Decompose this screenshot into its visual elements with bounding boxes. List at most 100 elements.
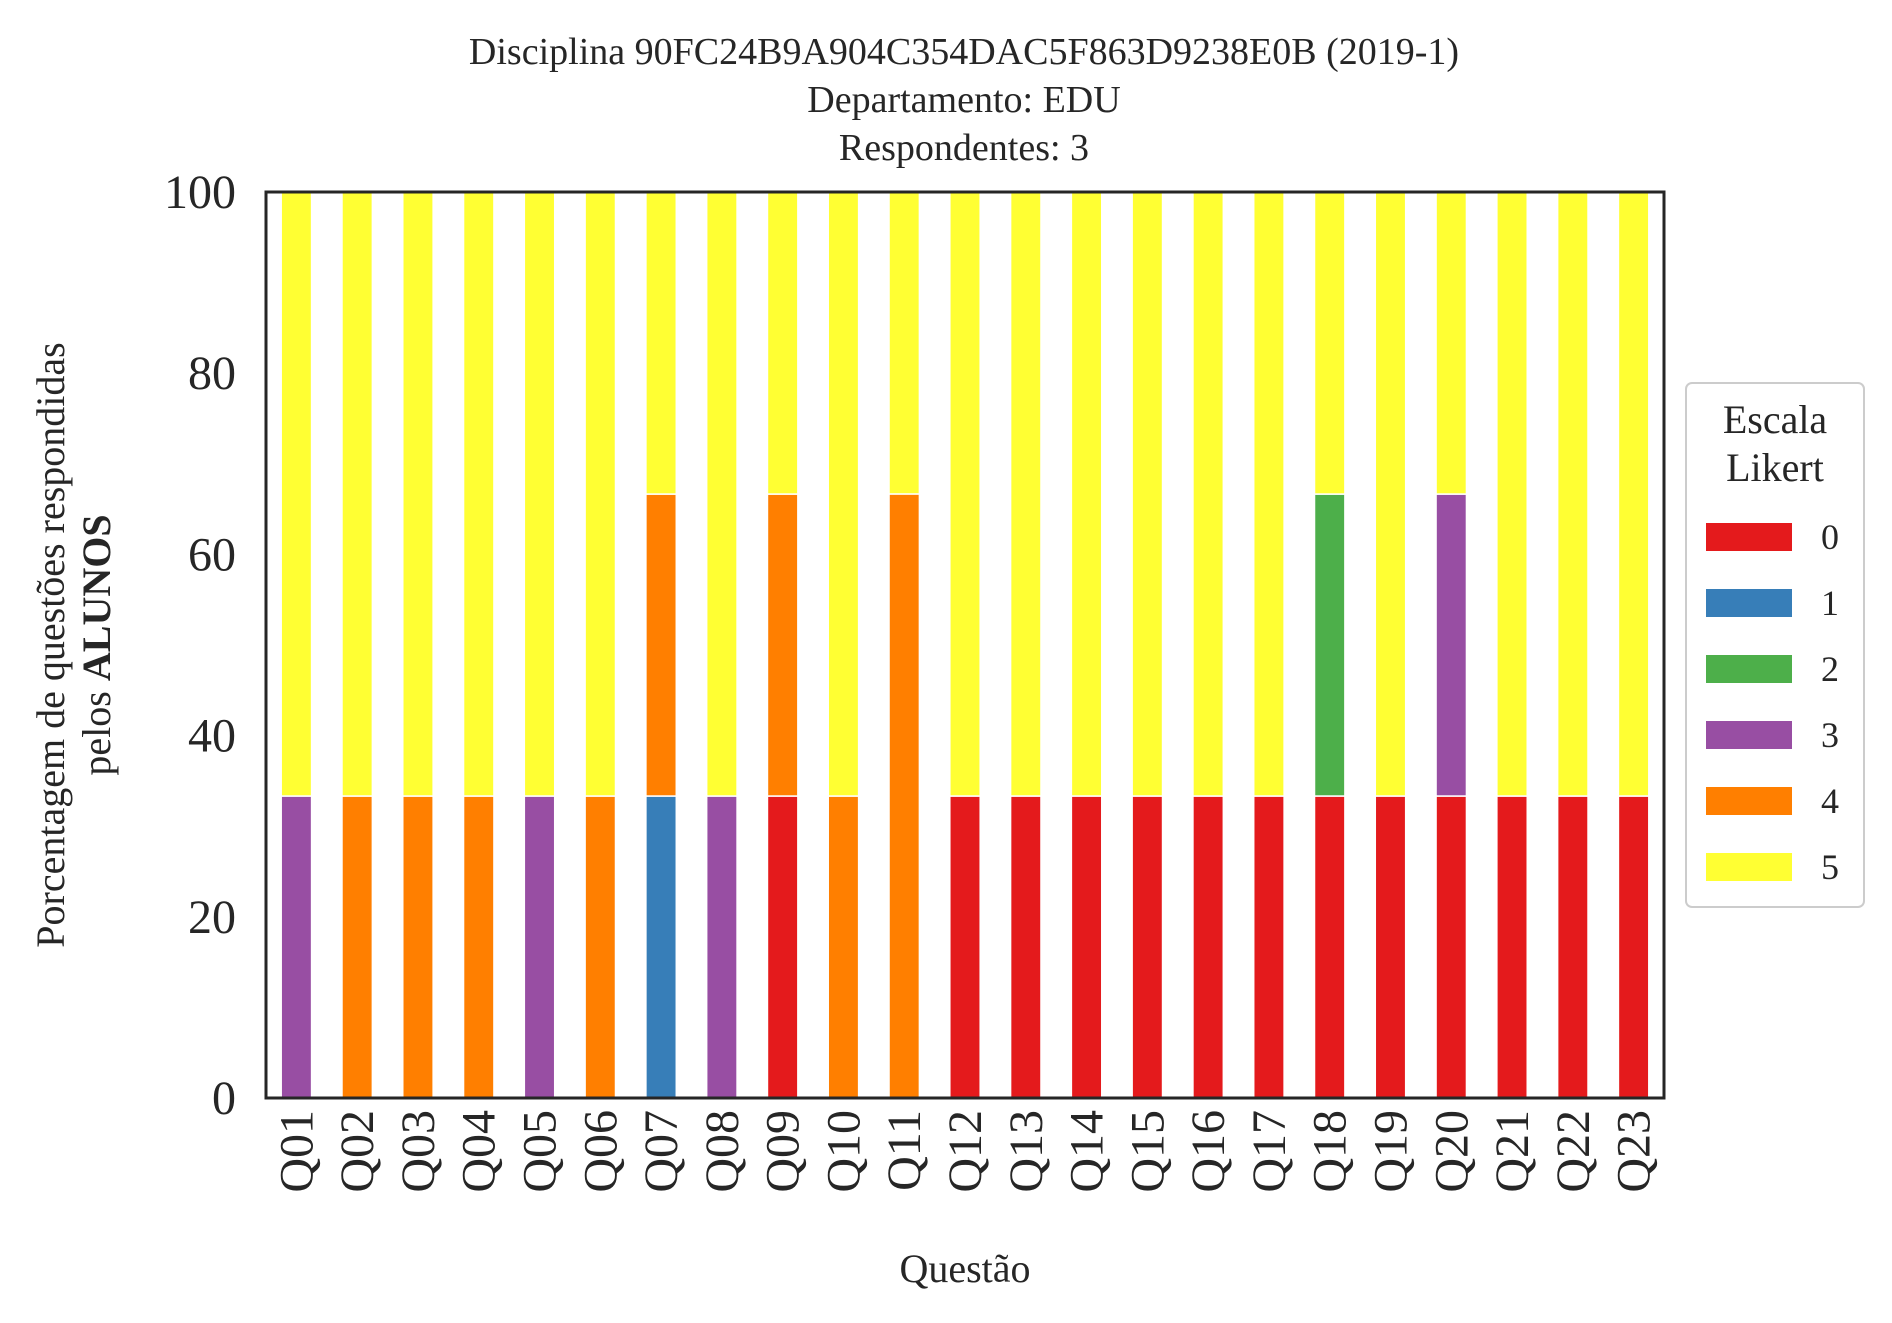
- bar-Q09-likert-5: [766, 191, 799, 495]
- bar-Q19-likert-0: [1374, 795, 1407, 1099]
- bar-Q23-likert-5: [1617, 191, 1650, 797]
- bar-Q17-likert-0: [1252, 795, 1285, 1099]
- bar-Q15-likert-0: [1131, 795, 1164, 1099]
- bar-Q08-likert-5: [705, 191, 738, 797]
- bar-Q14-likert-0: [1070, 795, 1103, 1099]
- legend-items: 0 1 2 3 4 5: [1706, 517, 1839, 887]
- bar-Q07-likert-4: [645, 493, 678, 797]
- chart-title-line-2: Departamento: EDU: [807, 79, 1120, 121]
- chart-title: Disciplina 90FC24B9A904C354DAC5F863D9238…: [469, 31, 1459, 169]
- bar-Q18-likert-0: [1313, 795, 1346, 1099]
- plot-frame: [264, 190, 1666, 1100]
- bar-Q12-likert-5: [949, 191, 981, 797]
- x-tick-label: Q03: [392, 1110, 445, 1193]
- bar-Q07-likert-5: [645, 191, 678, 495]
- legend-label-5: 5: [1821, 847, 1839, 887]
- bar-Q10-likert-4: [827, 795, 860, 1099]
- legend-swatch-1: [1706, 589, 1792, 617]
- x-tick-label: Q19: [1364, 1110, 1417, 1193]
- y-axis-label-bold: ALUNOS: [74, 514, 119, 681]
- y-tick-label: 100: [164, 166, 236, 219]
- bar-Q21-likert-0: [1496, 795, 1528, 1099]
- x-tick-label: Q23: [1608, 1110, 1661, 1193]
- bar-Q11-likert-4: [888, 493, 921, 1099]
- legend: Escala Likert 0 1 2 3 4 5: [1685, 382, 1865, 908]
- bar-Q08-likert-3: [705, 795, 738, 1099]
- legend-label-4: 4: [1821, 781, 1839, 821]
- bar-Q20-likert-0: [1435, 795, 1468, 1099]
- bar-Q02-likert-5: [341, 191, 374, 797]
- legend-swatch-0: [1706, 523, 1792, 551]
- bar-Q17-likert-5: [1252, 191, 1285, 797]
- x-tick-label: Q01: [270, 1110, 323, 1193]
- y-tick-label: 60: [188, 528, 236, 581]
- legend-label-1: 1: [1821, 583, 1839, 623]
- bar-Q11-likert-5: [888, 191, 921, 495]
- bar-Q21-likert-5: [1496, 191, 1528, 797]
- bar-Q22-likert-5: [1556, 191, 1589, 797]
- y-axis-label-line-2: pelos ALUNOS: [74, 514, 119, 775]
- x-tick-label: Q18: [1304, 1110, 1357, 1193]
- bar-Q13-likert-0: [1009, 795, 1042, 1099]
- bar-Q19-likert-5: [1374, 191, 1407, 797]
- bar-Q18-likert-2: [1313, 493, 1346, 797]
- bar-Q03-likert-5: [402, 191, 434, 797]
- x-tick-label: Q21: [1486, 1110, 1539, 1193]
- legend-swatch-3: [1706, 721, 1792, 749]
- y-tick-label: 40: [188, 710, 236, 763]
- chart-title-line-1: Disciplina 90FC24B9A904C354DAC5F863D9238…: [469, 31, 1459, 73]
- legend-label-3: 3: [1821, 715, 1839, 755]
- bar-Q01-likert-3: [280, 795, 313, 1099]
- y-tick-label: 80: [188, 347, 236, 400]
- x-tick-label: Q17: [1243, 1110, 1296, 1193]
- x-tick-label: Q15: [1121, 1110, 1174, 1193]
- bar-Q09-likert-0: [766, 795, 799, 1099]
- bar-Q06-likert-4: [584, 795, 617, 1099]
- y-axis-ticks: 0 20 40 60 80 100: [164, 166, 236, 1125]
- legend-title-line-1: Escala: [1723, 397, 1828, 442]
- bar-Q20-likert-5: [1435, 191, 1468, 495]
- bar-Q03-likert-4: [402, 795, 434, 1099]
- bar-Q05-likert-5: [523, 191, 556, 797]
- x-tick-label: Q04: [453, 1110, 506, 1193]
- y-axis-label: Porcentagem de questões respondidas pelo…: [28, 342, 119, 947]
- x-tick-label: Q13: [1000, 1110, 1053, 1193]
- bar-Q13-likert-5: [1009, 191, 1042, 797]
- legend-box: [1685, 382, 1865, 908]
- bar-Q22-likert-0: [1556, 795, 1589, 1099]
- x-tick-label: Q22: [1547, 1110, 1600, 1193]
- x-tick-label: Q02: [331, 1110, 384, 1193]
- x-tick-label: Q12: [939, 1110, 992, 1193]
- bar-Q04-likert-4: [462, 795, 495, 1099]
- bar-Q23-likert-0: [1617, 795, 1650, 1099]
- x-tick-label: Q08: [696, 1110, 749, 1193]
- x-tick-label: Q14: [1061, 1110, 1114, 1193]
- bar-Q20-likert-3: [1435, 493, 1468, 797]
- x-tick-label: Q20: [1425, 1110, 1478, 1193]
- bar-Q05-likert-3: [523, 795, 556, 1099]
- x-tick-label: Q10: [817, 1110, 870, 1193]
- x-tick-label: Q06: [574, 1110, 627, 1193]
- legend-label-2: 2: [1821, 649, 1839, 689]
- x-tick-label: Q16: [1182, 1110, 1235, 1193]
- y-axis-label-line-1: Porcentagem de questões respondidas: [28, 342, 73, 947]
- bar-Q15-likert-5: [1131, 191, 1164, 797]
- legend-swatch-4: [1706, 787, 1792, 815]
- bar-Q01-likert-5: [280, 191, 313, 797]
- bar-Q04-likert-5: [462, 191, 495, 797]
- x-axis-ticks: Q01 Q02 Q03 Q04 Q05 Q06 Q07 Q08 Q09 Q10 Q11 Q12 Q13 Q…: [270, 1110, 1660, 1193]
- bar-Q07-likert-1: [645, 795, 678, 1099]
- bar-Q02-likert-4: [341, 795, 374, 1099]
- bar-Q16-likert-5: [1192, 191, 1225, 797]
- legend-swatch-2: [1706, 655, 1792, 683]
- bar-Q12-likert-0: [949, 795, 981, 1099]
- chart-title-line-3: Respondentes: 3: [839, 127, 1089, 169]
- x-tick-label: Q09: [757, 1110, 810, 1193]
- legend-title-line-2: Likert: [1726, 445, 1824, 490]
- x-tick-label: Q07: [635, 1110, 688, 1193]
- bars-layer: [280, 191, 1650, 1099]
- legend-swatch-5: [1706, 853, 1792, 881]
- y-tick-label: 20: [188, 891, 236, 944]
- bar-Q14-likert-5: [1070, 191, 1103, 797]
